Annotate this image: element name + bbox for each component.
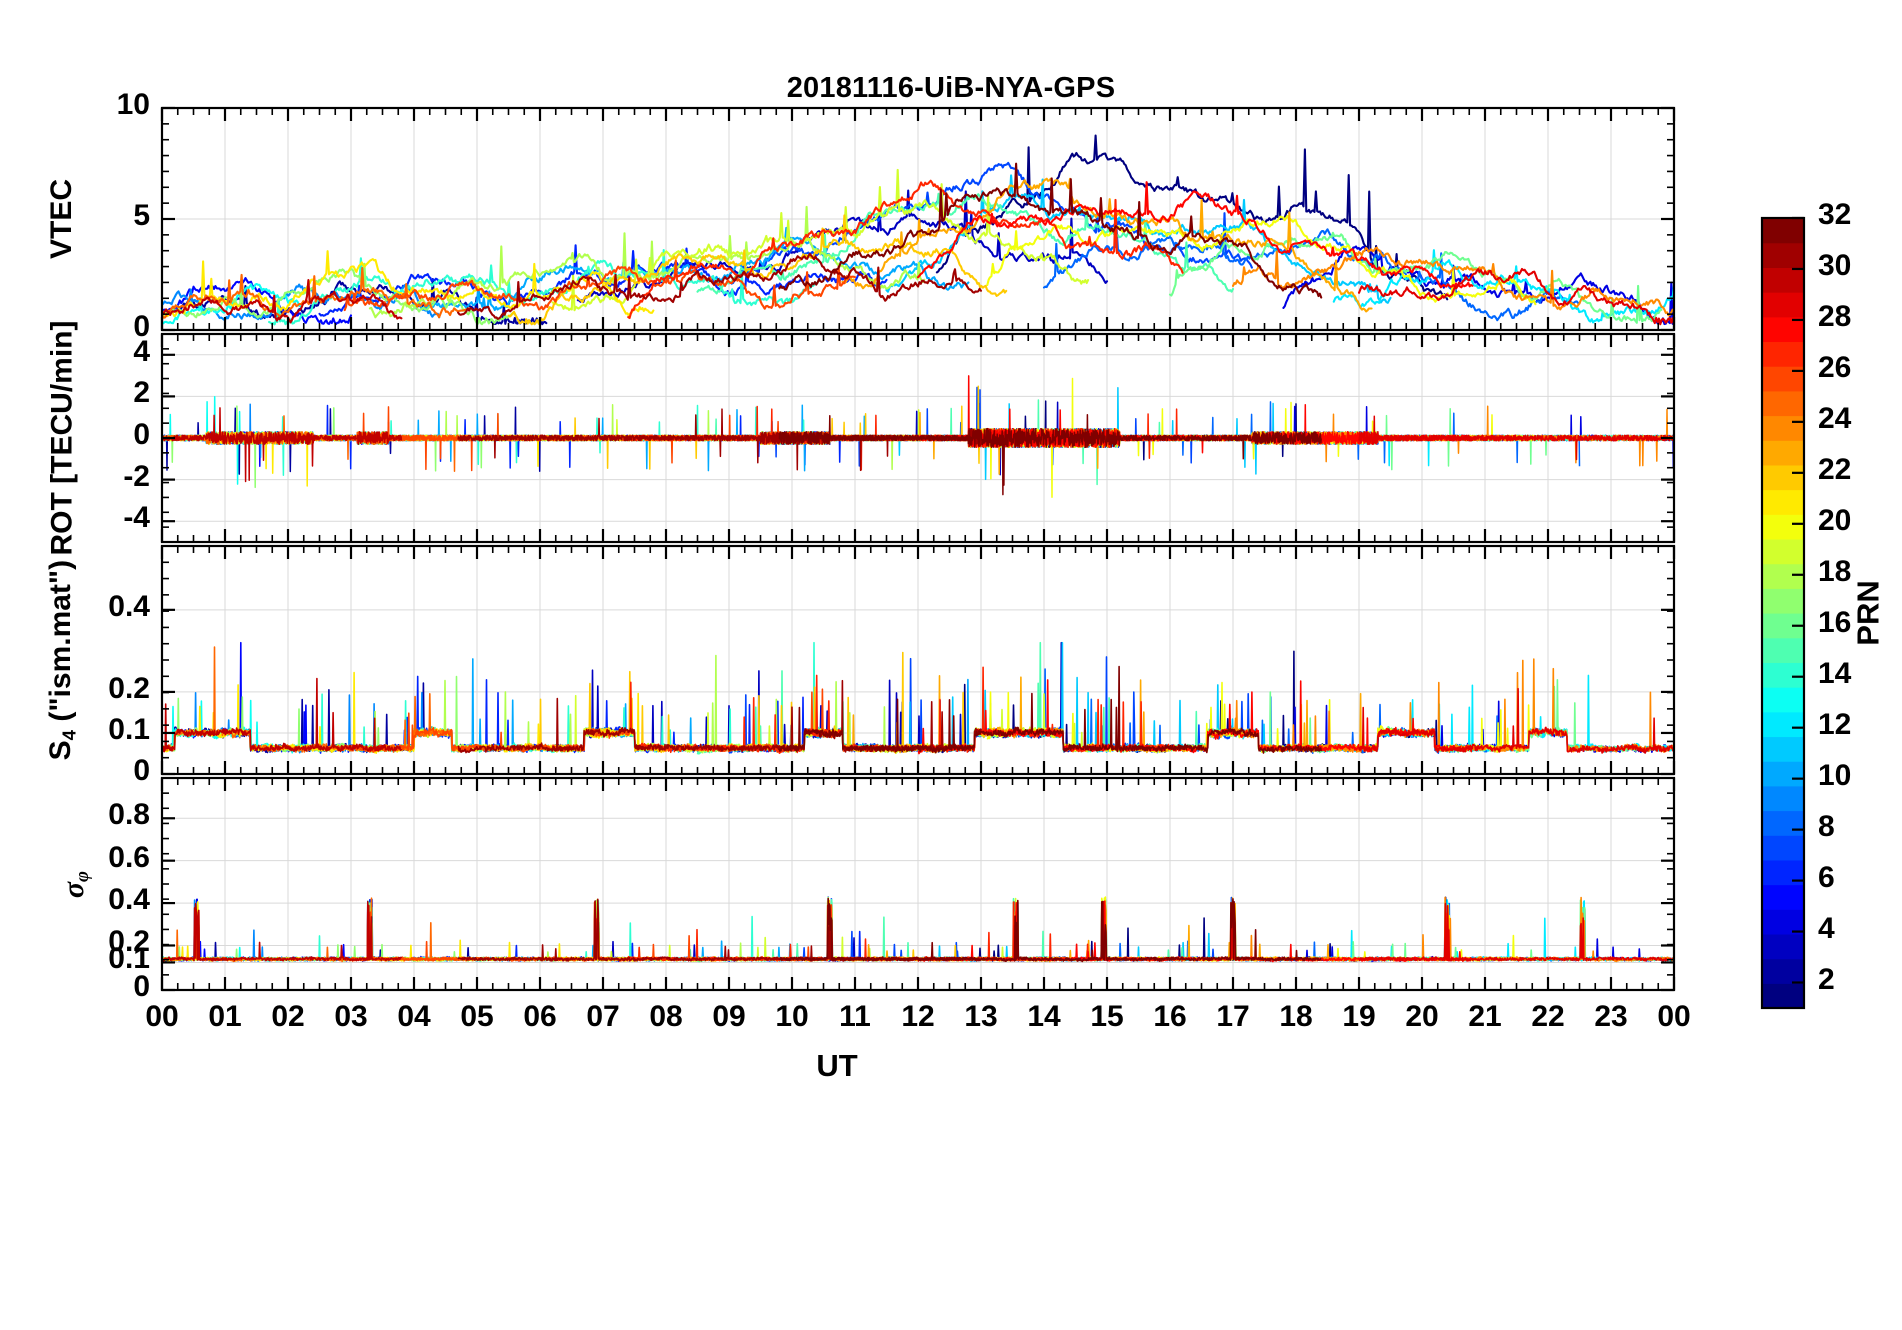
colorbar-tick-24: 24 [1818, 401, 1852, 435]
colorbar-segment-7 [1762, 835, 1804, 861]
xtick-18: 18 [1279, 1000, 1313, 1033]
colorbar-segment-27 [1762, 341, 1804, 367]
colorbar-tick-10: 10 [1818, 758, 1852, 792]
xtick-19: 19 [1342, 1000, 1376, 1033]
ytick-rot-1: -2 [123, 459, 150, 493]
colorbar-tick-8: 8 [1818, 809, 1835, 843]
ytick-sigma_phi-0: 0 [133, 970, 150, 1003]
colorbar-tick-2: 2 [1818, 962, 1835, 996]
colorbar-segment-9 [1762, 785, 1804, 812]
ytick-vtec-0: 0 [133, 310, 150, 343]
ytick-sigma_phi-5: 0.8 [108, 798, 150, 832]
xtick-24: 00 [1657, 1000, 1691, 1033]
colorbar-segment-3 [1762, 933, 1804, 960]
colorbar-segment-25 [1762, 390, 1804, 417]
colorbar-segment-32 [1762, 218, 1804, 244]
xtick-12: 12 [901, 1000, 935, 1033]
ytick-rot-4: 4 [133, 334, 150, 368]
colorbar-segment-14 [1762, 662, 1804, 688]
ytick-sigma_phi-3: 0.4 [108, 883, 150, 917]
colorbar-tick-4: 4 [1818, 911, 1835, 945]
xtick-21: 21 [1468, 1000, 1502, 1033]
colorbar-tick-20: 20 [1818, 503, 1852, 537]
xtick-22: 22 [1531, 1000, 1565, 1033]
ytick-sigma_phi-2: 0.2 [108, 925, 150, 959]
colorbar-segment-13 [1762, 687, 1804, 713]
colorbar-tick-22: 22 [1818, 452, 1852, 486]
ytick-sigma_phi-4: 0.6 [108, 840, 150, 874]
xtick-0: 00 [145, 1000, 179, 1033]
ytick-vtec-2: 10 [116, 88, 150, 121]
colorbar-segment-5 [1762, 884, 1804, 910]
xtick-20: 20 [1405, 1000, 1439, 1033]
ytick-rot-2: 0 [133, 418, 150, 451]
xtick-3: 03 [334, 1000, 368, 1033]
colorbar-segment-10 [1762, 761, 1804, 787]
ytick-rot-3: 2 [133, 376, 150, 410]
colorbar-segment-8 [1762, 810, 1804, 836]
colorbar-segment-18 [1762, 563, 1804, 589]
colorbar-segment-31 [1762, 242, 1804, 268]
colorbar-segment-4 [1762, 909, 1804, 935]
xtick-10: 10 [775, 1000, 809, 1033]
colorbar-segment-15 [1762, 637, 1804, 663]
xtick-13: 13 [964, 1000, 998, 1033]
xtick-16: 16 [1153, 1000, 1187, 1033]
colorbar-segment-17 [1762, 588, 1804, 614]
colorbar-tick-28: 28 [1818, 299, 1852, 333]
xtick-2: 02 [271, 1000, 305, 1033]
xtick-5: 05 [460, 1000, 494, 1033]
colorbar-tick-16: 16 [1818, 605, 1852, 639]
colorbar-segment-30 [1762, 267, 1804, 293]
colorbar-segment-19 [1762, 538, 1804, 565]
xtick-14: 14 [1027, 1000, 1061, 1033]
colorbar-tick-30: 30 [1818, 248, 1852, 282]
xtick-15: 15 [1090, 1000, 1124, 1033]
ytick-s4-1: 0.1 [108, 712, 150, 746]
xtick-8: 08 [649, 1000, 683, 1033]
ytick-vtec-1: 5 [133, 199, 150, 232]
colorbar-tick-14: 14 [1818, 656, 1852, 690]
xtick-1: 01 [208, 1000, 242, 1033]
ytick-s4-0: 0 [133, 754, 150, 787]
colorbar-tick-26: 26 [1818, 350, 1852, 384]
colorbar-segment-21 [1762, 489, 1804, 515]
colorbar-segment-29 [1762, 292, 1804, 318]
colorbar-tick-12: 12 [1818, 707, 1852, 741]
colorbar-tick-6: 6 [1818, 860, 1835, 894]
xtick-7: 07 [586, 1000, 620, 1033]
colorbar-segment-20 [1762, 514, 1804, 540]
colorbar-segment-2 [1762, 958, 1804, 984]
ytick-rot-0: -4 [123, 501, 150, 535]
colorbar-segment-22 [1762, 464, 1804, 491]
colorbar-segment-11 [1762, 736, 1804, 762]
colorbar-title: PRN [1850, 580, 1886, 646]
colorbar-segment-24 [1762, 415, 1804, 441]
xaxis-title: UT [816, 1048, 858, 1083]
xtick-9: 09 [712, 1000, 746, 1033]
colorbar-tick-32: 32 [1818, 198, 1852, 231]
colorbar-tick-18: 18 [1818, 554, 1852, 588]
xtick-17: 17 [1216, 1000, 1250, 1033]
xtick-11: 11 [839, 1000, 871, 1033]
figure-title: 20181116-UiB-NYA-GPS [786, 72, 1116, 104]
ytick-s4-2: 0.2 [108, 671, 150, 705]
ytick-s4-3: 0.4 [108, 589, 150, 623]
xtick-23: 23 [1594, 1000, 1628, 1033]
colorbar-segment-1 [1762, 983, 1804, 1009]
colorbar-segment-12 [1762, 711, 1804, 738]
colorbar-segment-23 [1762, 440, 1804, 466]
xtick-6: 06 [523, 1000, 557, 1033]
xtick-4: 04 [397, 1000, 431, 1033]
ytick-sigma_phi-1: 0.1 [108, 942, 150, 976]
